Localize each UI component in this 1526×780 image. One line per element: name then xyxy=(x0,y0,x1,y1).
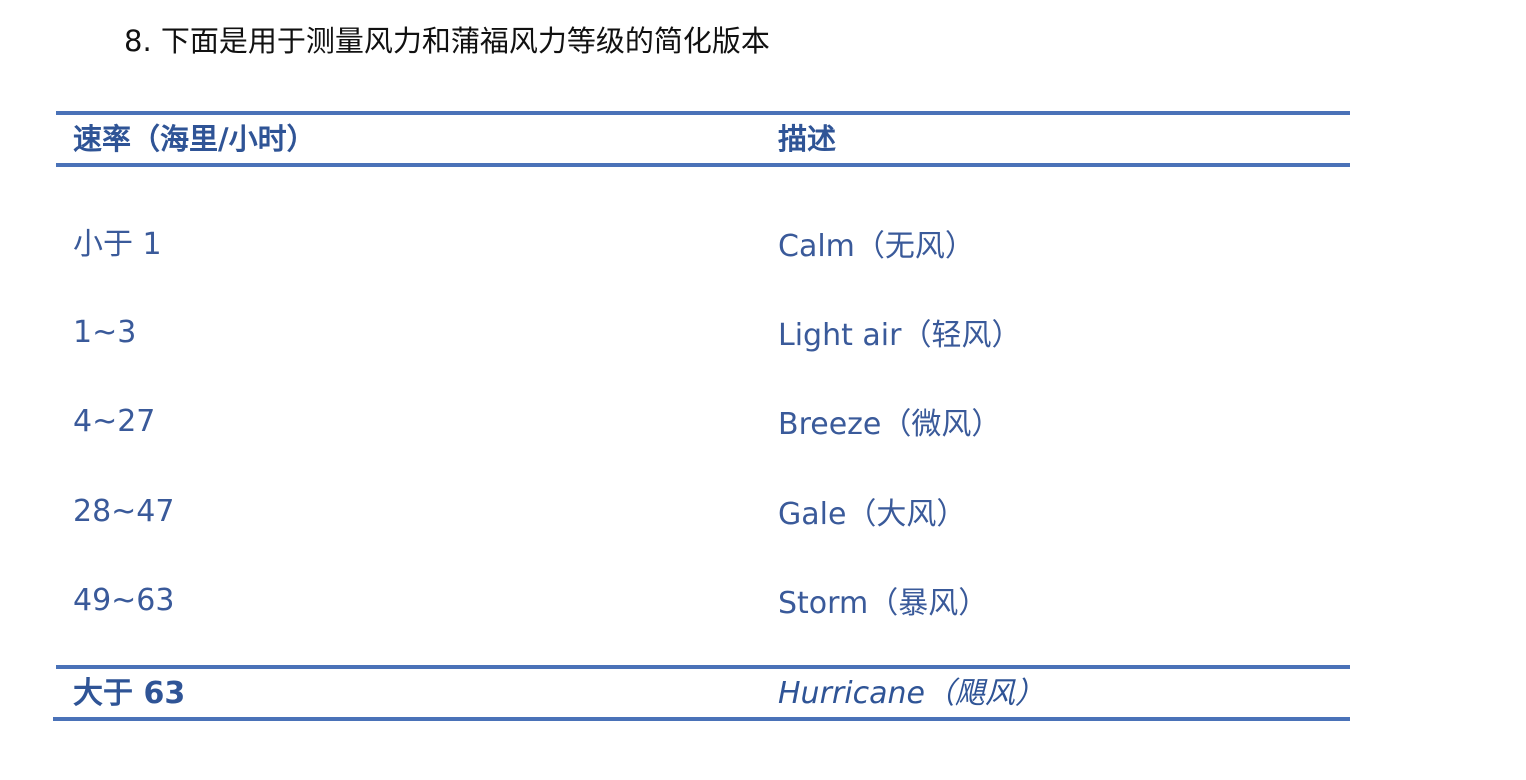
speed-cell: 1~3 xyxy=(73,315,137,350)
description-cell: Storm（暴风） xyxy=(778,586,989,621)
speed-cell: 49~63 xyxy=(73,583,175,618)
table-bottom-rule xyxy=(53,717,1350,721)
table-top-rule xyxy=(56,111,1350,115)
speed-cell: 4~27 xyxy=(73,404,156,439)
description-cell: Light air（轻风） xyxy=(778,318,1022,353)
header-description: 描述 xyxy=(778,122,837,156)
speed-cell: 大于 63 xyxy=(73,676,186,711)
header-speed: 速率（海里/小时） xyxy=(73,122,316,156)
description-cell: Hurricane（飓风） xyxy=(778,676,1045,711)
speed-cell: 小于 1 xyxy=(73,227,162,262)
header-bottom-rule xyxy=(56,163,1350,167)
description-cell: Calm（无风） xyxy=(778,229,975,264)
last-row-top-rule xyxy=(56,665,1350,669)
description-cell: Gale（大风） xyxy=(778,497,967,532)
description-cell: Breeze（微风） xyxy=(778,407,1002,442)
question-title: 8. 下面是用于测量风力和蒲福风力等级的简化版本 xyxy=(124,24,770,58)
speed-cell: 28~47 xyxy=(73,494,175,529)
